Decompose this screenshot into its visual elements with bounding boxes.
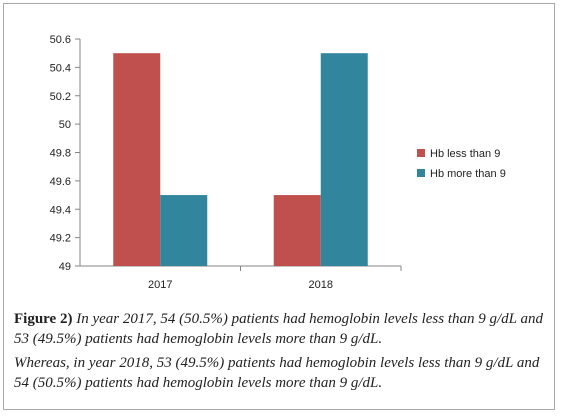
figure-frame: 49 49.2 49.4 49.6 49.8 50 50.2 50.4 50.6 2017 2018… bbox=[3, 3, 555, 410]
bar-2017-series-1 bbox=[113, 53, 161, 266]
caption-text-2: Whereas, in year 2018, 53 (49.5%) patien… bbox=[14, 355, 540, 391]
bar-2018-series-2 bbox=[320, 53, 368, 266]
legend-swatch-1 bbox=[417, 149, 425, 157]
y-tick-label: 50.2 bbox=[50, 91, 71, 103]
bar-2017-series-2 bbox=[160, 195, 208, 266]
y-tick-label: 50 bbox=[59, 119, 71, 131]
y-tick-label: 49.8 bbox=[50, 148, 71, 160]
legend-label-1: Hb less than 9 bbox=[430, 148, 500, 160]
caption-paragraph-1: Figure 2) In year 2017, 54 (50.5%) patie… bbox=[14, 310, 549, 349]
y-tick-label: 50.6 bbox=[50, 34, 71, 46]
y-tick-label: 49 bbox=[59, 261, 71, 273]
figure-caption: Figure 2) In year 2017, 54 (50.5%) patie… bbox=[14, 310, 549, 398]
legend-label-2: Hb more than 9 bbox=[430, 168, 506, 180]
y-tick-label: 49.6 bbox=[50, 176, 71, 188]
caption-paragraph-2: Whereas, in year 2018, 53 (49.5%) patien… bbox=[14, 354, 549, 393]
caption-text-1: In year 2017, 54 (50.5%) patients had he… bbox=[14, 311, 543, 347]
x-tick-label: 2017 bbox=[148, 279, 172, 291]
figure-label: Figure 2) bbox=[14, 311, 73, 327]
bar-2018-series-1 bbox=[273, 195, 321, 266]
x-tick-label: 2018 bbox=[309, 279, 333, 291]
y-tick-label: 49.2 bbox=[50, 233, 71, 245]
bar-chart: 49 49.2 49.4 49.6 49.8 50 50.2 50.4 50.6 2017 2018… bbox=[50, 34, 506, 291]
y-tick-label: 49.4 bbox=[50, 204, 71, 216]
y-tick-label: 50.4 bbox=[50, 62, 71, 74]
legend-swatch-2 bbox=[417, 169, 425, 177]
